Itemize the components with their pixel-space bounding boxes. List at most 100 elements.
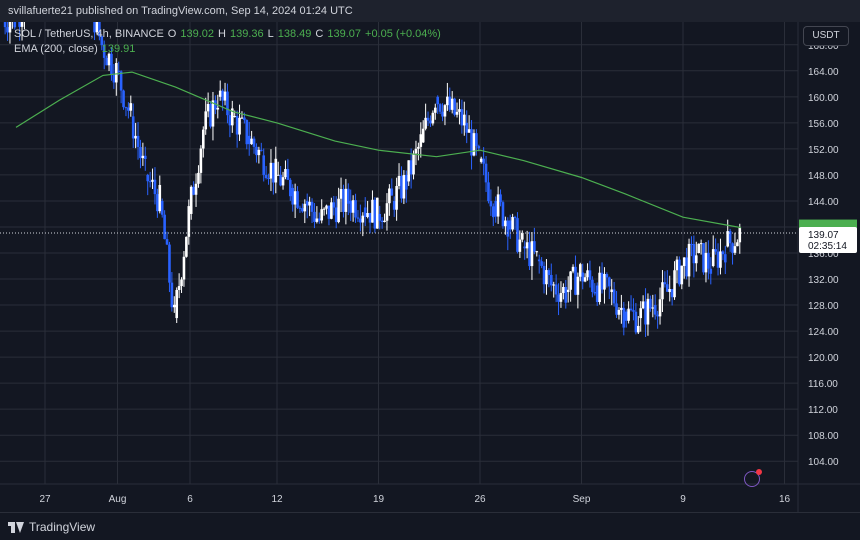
candle-body xyxy=(525,242,529,249)
candle-body xyxy=(250,138,253,145)
candle-body xyxy=(93,22,96,33)
candle-body xyxy=(192,186,195,195)
indicator-name[interactable]: EMA (200, close) xyxy=(14,43,98,55)
candle-body xyxy=(156,194,159,212)
legend-symbol-row: SOL / TetherUS, 4h, BINANCE O 139.02 H 139… xyxy=(14,27,441,42)
candle-body xyxy=(462,114,466,126)
candle-body xyxy=(595,285,599,303)
candle-body xyxy=(385,203,389,221)
candle-body xyxy=(441,111,444,117)
candle-body xyxy=(612,289,616,304)
candle-body xyxy=(288,179,292,197)
candle-body xyxy=(378,213,382,221)
candle-body xyxy=(520,232,524,240)
candle-body xyxy=(293,191,297,205)
candle-body xyxy=(298,207,302,209)
candle-body xyxy=(670,289,674,298)
candle-body xyxy=(656,314,659,317)
candle-body xyxy=(262,155,266,175)
tradingview-brand[interactable]: TradingView xyxy=(8,520,95,534)
y-tick-label: 168.00 xyxy=(808,41,839,52)
candle-body xyxy=(668,289,672,293)
candle-body xyxy=(528,242,531,267)
candle-body xyxy=(315,218,319,222)
alert-dot xyxy=(756,469,762,475)
chart-area[interactable]: 104.00 108.00 112.00 116.00 120.00 124.00 128.… xyxy=(0,22,860,512)
candle-body xyxy=(537,259,541,262)
candle-body xyxy=(644,301,647,325)
candle-body xyxy=(286,168,290,180)
x-tick-label: 6 xyxy=(187,494,193,505)
candle-body xyxy=(443,105,447,117)
candle-body xyxy=(632,310,635,312)
candle-body xyxy=(189,186,193,214)
candle-body xyxy=(598,272,601,303)
candle-body xyxy=(661,282,664,300)
candle-body xyxy=(197,172,200,184)
candle-body xyxy=(682,257,686,267)
candle-body xyxy=(458,109,461,112)
candle-body xyxy=(723,254,727,263)
candle-body xyxy=(627,308,630,321)
candle-body xyxy=(259,149,263,151)
candle-body xyxy=(714,249,717,252)
symbol-label[interactable]: SOL / TetherUS, 4h, BINANCE xyxy=(14,28,164,40)
candle-body xyxy=(653,305,657,315)
candle-body xyxy=(453,98,456,115)
candle-body xyxy=(276,174,280,176)
candle-body xyxy=(673,270,676,298)
candle-body xyxy=(334,207,338,223)
x-tick-label: 16 xyxy=(779,494,791,505)
candle-body xyxy=(160,200,164,215)
close-value: 139.07 xyxy=(327,28,362,40)
candle-body xyxy=(305,200,309,206)
candle-body xyxy=(18,22,21,27)
candle-body xyxy=(127,107,130,111)
price-badge-countdown: 02:35:14 xyxy=(808,241,847,252)
candle-body xyxy=(533,241,536,252)
candle-body xyxy=(489,201,493,207)
candle-body xyxy=(494,200,498,217)
candle-body xyxy=(129,103,133,111)
candle-body xyxy=(624,311,628,321)
alert-icon[interactable] xyxy=(744,469,762,487)
candle-body xyxy=(274,158,278,183)
candle-body xyxy=(574,266,577,295)
candle-body xyxy=(692,244,696,264)
price-chart[interactable]: 104.00 108.00 112.00 116.00 120.00 124.00 128.… xyxy=(0,22,860,512)
candle-body xyxy=(499,194,502,203)
candle-body xyxy=(516,218,519,252)
candle-body xyxy=(143,155,147,159)
x-tick-label: Sep xyxy=(573,494,591,505)
candle-body xyxy=(255,146,258,156)
y-tick-label: 112.00 xyxy=(808,405,838,416)
candle-body xyxy=(214,100,217,110)
candle-body xyxy=(446,96,449,106)
candle-body xyxy=(327,205,331,219)
candle-body xyxy=(187,206,191,237)
candle-body xyxy=(240,117,244,119)
candle-body xyxy=(233,116,237,118)
candle-body xyxy=(694,255,698,264)
candle-body xyxy=(204,111,208,130)
change-value: +0.05 (+0.04%) xyxy=(365,28,441,40)
y-tick-label: 136.00 xyxy=(808,249,839,260)
candle-body xyxy=(719,251,722,268)
candle-body xyxy=(322,208,326,210)
candle-body xyxy=(728,231,732,244)
candle-body xyxy=(180,279,183,287)
candle-body xyxy=(359,218,362,223)
candle-body xyxy=(484,163,488,183)
currency-button[interactable]: USDT xyxy=(803,26,849,46)
candle-body xyxy=(356,217,360,219)
x-tick-label: 26 xyxy=(474,494,486,505)
candle-body xyxy=(600,272,604,290)
candle-body xyxy=(636,325,640,333)
candle-body xyxy=(731,243,734,253)
candle-body xyxy=(257,149,261,156)
y-tick-label: 164.00 xyxy=(808,67,839,78)
candle-body xyxy=(646,298,650,325)
candle-body xyxy=(639,308,643,319)
candle-body xyxy=(438,104,442,112)
candle-body xyxy=(424,117,427,129)
